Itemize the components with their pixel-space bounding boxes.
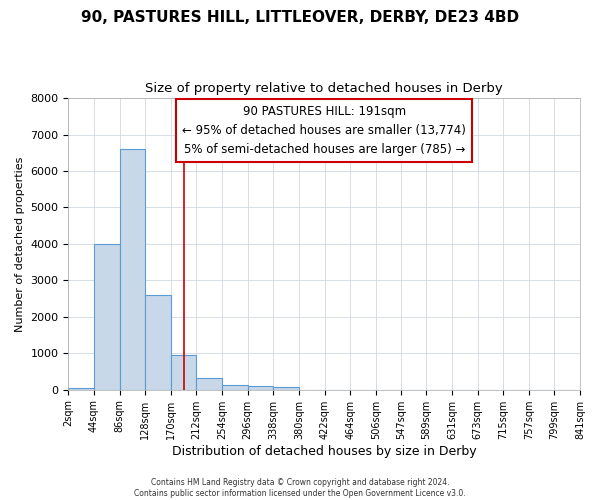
Bar (145, 295, 171, 390)
Bar (196, 378, 222, 390)
Bar (119, 149, 145, 390)
Title: Size of property relative to detached houses in Derby: Size of property relative to detached ho… (145, 82, 503, 96)
Y-axis label: Number of detached properties: Number of detached properties (15, 156, 25, 332)
Text: 90, PASTURES HILL, LITTLEOVER, DERBY, DE23 4BD: 90, PASTURES HILL, LITTLEOVER, DERBY, DE… (81, 10, 519, 25)
Bar (222, 385, 248, 390)
Text: 90 PASTURES HILL: 191sqm
← 95% of detached houses are smaller (13,774)
5% of sem: 90 PASTURES HILL: 191sqm ← 95% of detach… (182, 106, 466, 156)
Bar (94, 244, 119, 390)
Bar (68, 388, 94, 390)
Bar (273, 387, 299, 390)
Bar (248, 386, 273, 390)
X-axis label: Distribution of detached houses by size in Derby: Distribution of detached houses by size … (172, 444, 476, 458)
Bar (171, 355, 196, 390)
Text: Contains HM Land Registry data © Crown copyright and database right 2024.
Contai: Contains HM Land Registry data © Crown c… (134, 478, 466, 498)
